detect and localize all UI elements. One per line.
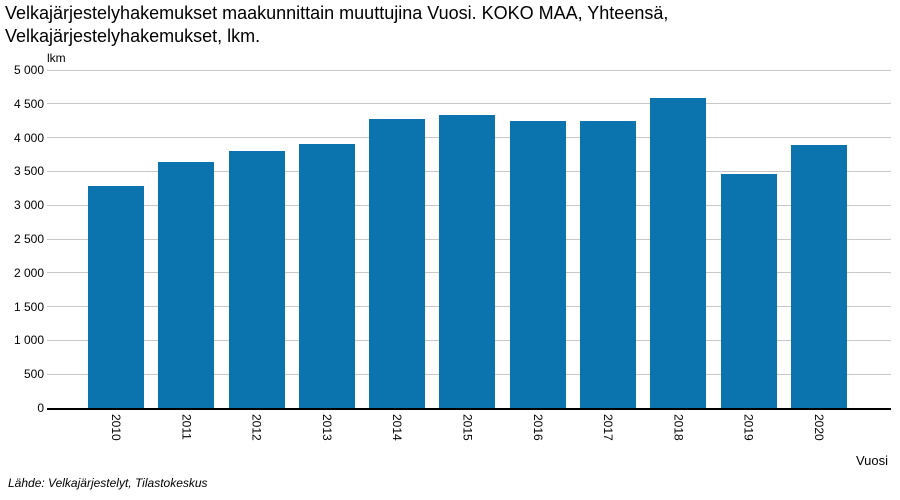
bar-2011 xyxy=(158,161,215,408)
x-slot: 2016 xyxy=(510,414,566,441)
chart-title: Velkajärjestelyhakemukset maakunnittain … xyxy=(5,3,669,46)
plot-area xyxy=(47,69,891,410)
x-tick-label: 2015 xyxy=(460,414,475,441)
x-slot: 2010 xyxy=(88,414,144,441)
x-slot: 2018 xyxy=(650,414,706,441)
y-tick-label: 1 000 xyxy=(13,333,44,348)
gridline xyxy=(47,69,891,71)
bar-2018 xyxy=(650,97,707,408)
y-axis-labels: 0 500 1 000 1 500 2 000 2 500 3 000 3 500 4 000 4… xyxy=(0,63,44,415)
y-tick-label: 1 500 xyxy=(13,299,44,314)
x-tick-label: 2014 xyxy=(390,414,405,441)
x-tick-label: 2013 xyxy=(319,414,334,441)
x-tick-label: 2016 xyxy=(530,414,545,441)
x-tick-label: 2011 xyxy=(179,414,194,440)
bar-2015 xyxy=(439,115,496,408)
x-slot: 2011 xyxy=(158,414,214,441)
bar-2016 xyxy=(509,121,566,408)
bar-2012 xyxy=(228,151,285,408)
bar-2019 xyxy=(720,174,777,408)
bar-2010 xyxy=(88,186,144,408)
source-note: Lähde: Velkajärjestelyt, Tilastokeskus xyxy=(8,476,208,490)
y-tick-label: 3 000 xyxy=(13,198,44,213)
y-tick-label: 2 000 xyxy=(13,265,44,280)
y-tick-label: 500 xyxy=(23,367,44,382)
y-tick-label: 2 500 xyxy=(13,232,44,246)
x-axis-labels: 2010 2011 2012 2013 2014 2015 2016 2017 2018 2019… xyxy=(47,414,891,441)
bars-row xyxy=(47,70,891,408)
gridline xyxy=(47,103,891,105)
y-tick-label: 0 xyxy=(37,401,44,415)
bar-2017 xyxy=(580,121,637,408)
y-tick-label: 4 000 xyxy=(13,130,44,145)
x-slot: 2015 xyxy=(439,414,495,441)
x-tick-label: 2012 xyxy=(249,414,264,441)
y-tick-label: 4 500 xyxy=(13,96,44,111)
x-slot: 2013 xyxy=(299,414,355,441)
x-tick-label: 2018 xyxy=(671,414,686,441)
x-tick-label: 2019 xyxy=(741,414,756,441)
y-axis-unit-label: lkm xyxy=(47,51,66,65)
x-tick-label: 2010 xyxy=(109,414,123,441)
x-slot: 2020 xyxy=(791,414,847,441)
x-slot: 2012 xyxy=(229,414,285,441)
x-slot: 2014 xyxy=(369,414,425,441)
x-tick-label: 2020 xyxy=(811,414,826,441)
x-tick-label: 2017 xyxy=(601,414,616,441)
x-slot: 2019 xyxy=(721,414,777,441)
y-tick-label: 5 000 xyxy=(13,63,44,77)
x-axis-title: Vuosi xyxy=(855,453,888,468)
bar-2013 xyxy=(298,144,355,408)
x-slot: 2017 xyxy=(580,414,636,441)
y-tick-label: 3 500 xyxy=(13,164,44,179)
bar-2020 xyxy=(790,145,847,408)
bar-2014 xyxy=(369,119,426,408)
